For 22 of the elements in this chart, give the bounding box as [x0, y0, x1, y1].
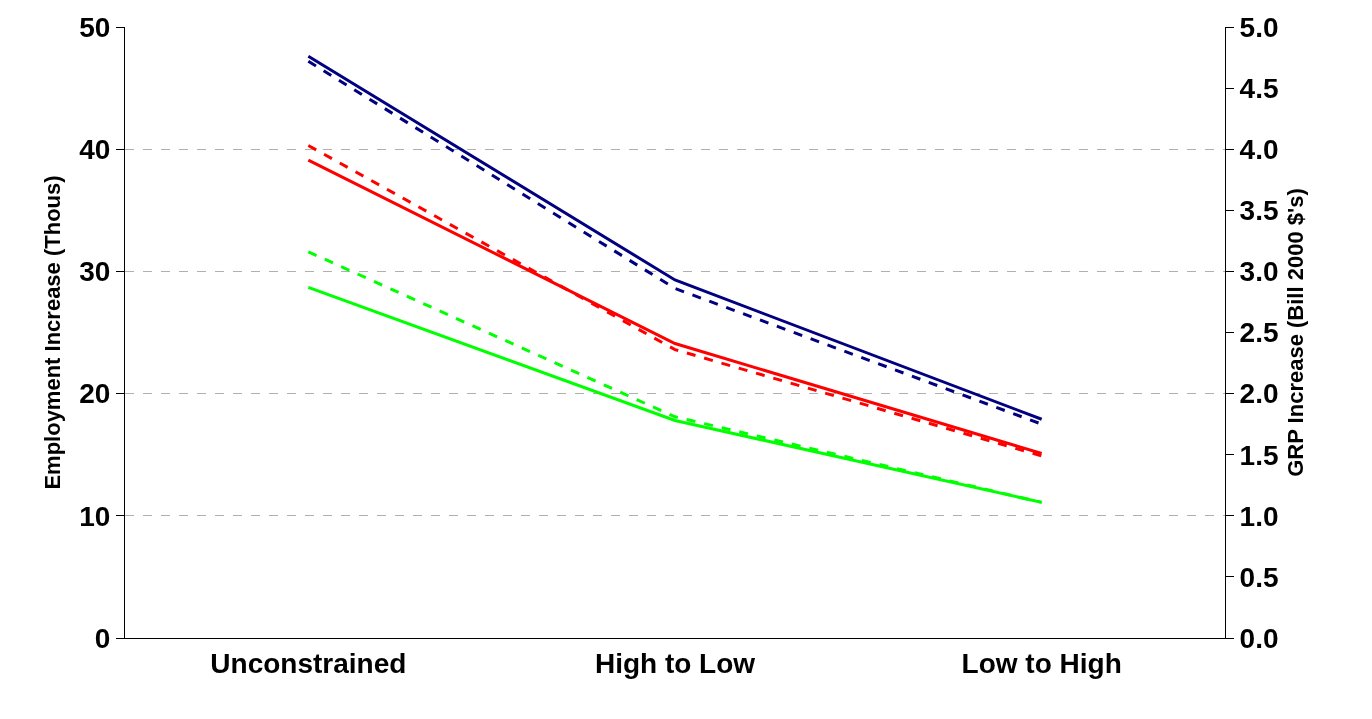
x-tick-label: Unconstrained: [210, 647, 407, 679]
y-tick-label: 40: [79, 134, 111, 165]
y2-tick-label: 1.0: [1239, 500, 1279, 532]
y-axis-title: Employment Increase (Thous): [40, 175, 66, 490]
y-tick-label: 20: [79, 378, 111, 410]
y2-tick-label: 5.0: [1239, 11, 1279, 43]
y-tick-label: 50: [79, 11, 111, 43]
y2-tick-label: 3.5: [1239, 195, 1279, 227]
y2-tick-label: 3.0: [1239, 256, 1279, 288]
y2-tick-label: 0.5: [1239, 561, 1279, 593]
y2-tick-label: 4.5: [1239, 72, 1279, 104]
y2-tick-label: 2.0: [1239, 378, 1279, 410]
x-tick-label: Low to High: [961, 647, 1122, 679]
y2-tick-label: 2.5: [1239, 317, 1279, 349]
y2-tick-label: 1.5: [1239, 439, 1279, 471]
y2-tick-label: 4.0: [1239, 134, 1279, 165]
x-tick-label: High to Low: [594, 647, 756, 679]
y-tick-label: 0: [94, 622, 111, 654]
y2-axis-title: GRP Increase (Bill 2000 $'s): [1283, 188, 1309, 477]
y-tick-label: 30: [79, 256, 111, 288]
y-tick-label: 10: [79, 500, 111, 532]
y2-tick-label: 0.0: [1239, 622, 1279, 654]
